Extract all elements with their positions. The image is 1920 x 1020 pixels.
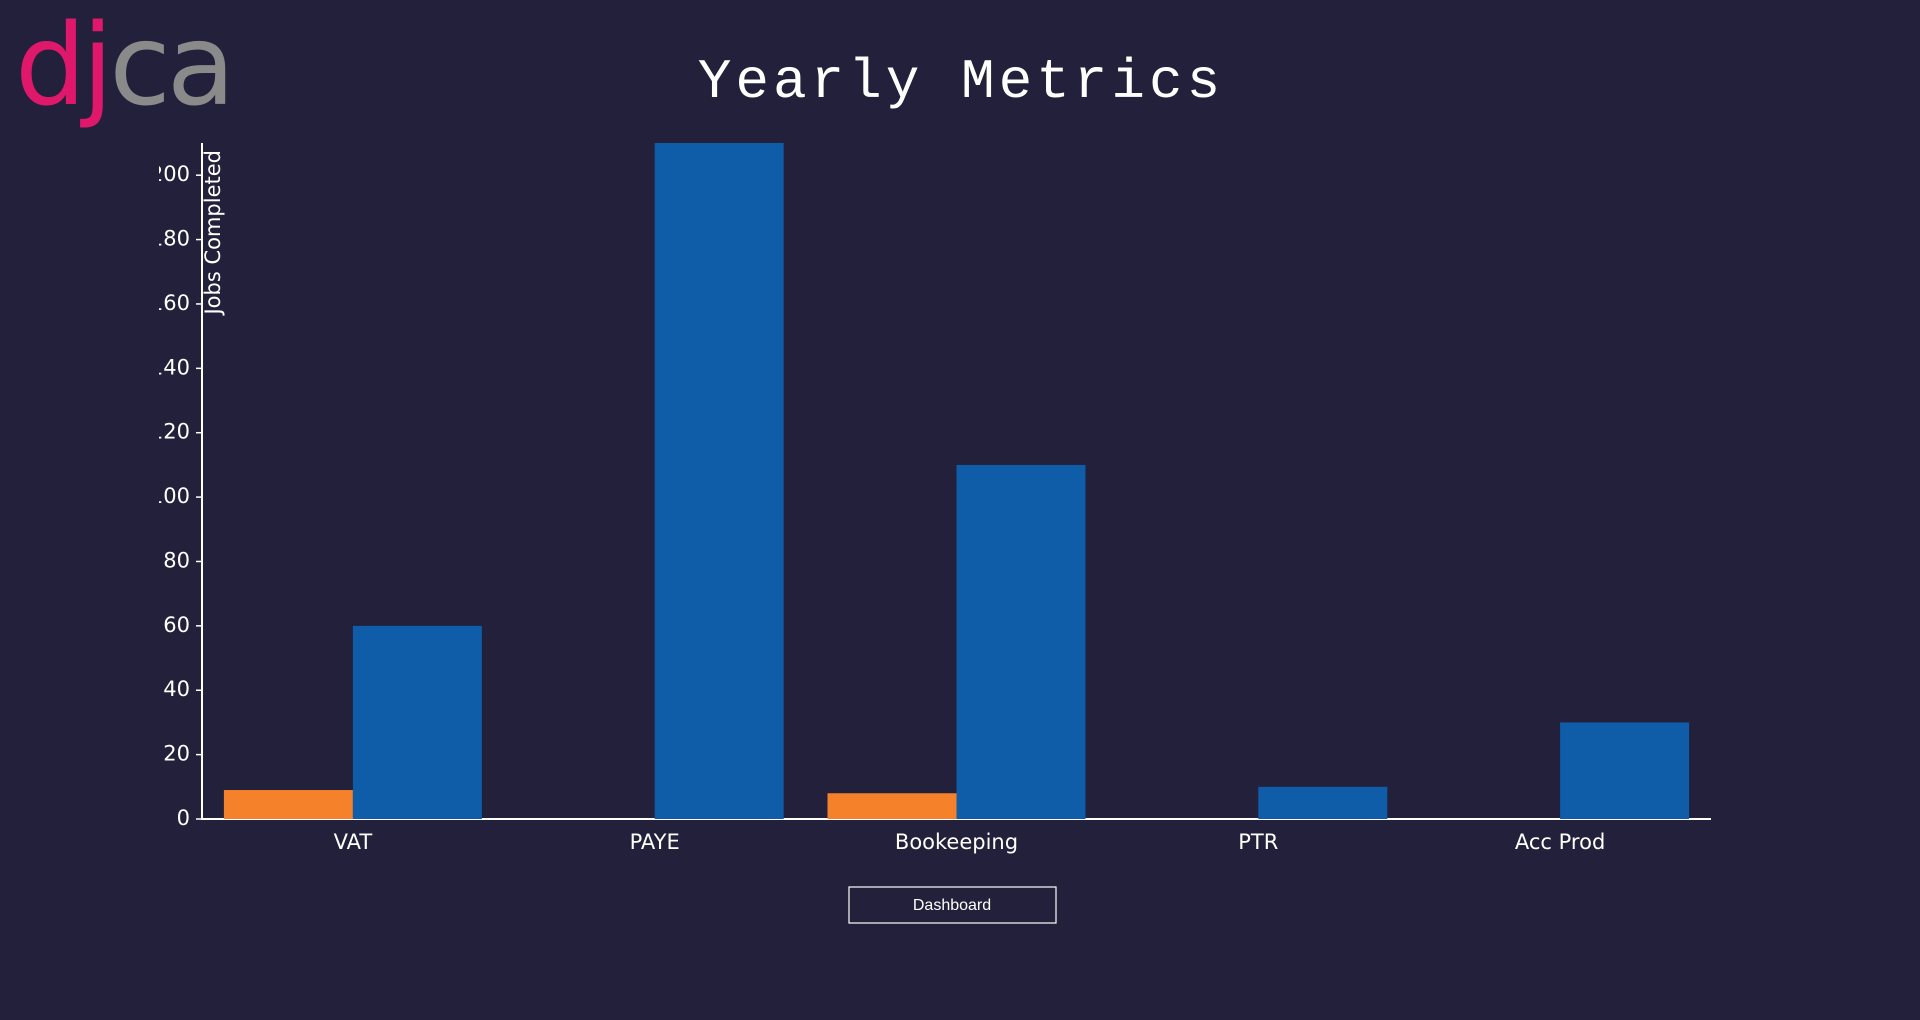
y-tick-labels: 0 20 40 60 80 100 120 140 160 180 200 [150, 162, 190, 830]
bar [223, 790, 353, 819]
y-tick-label: 60 [163, 613, 190, 637]
y-tick-label: 180 [150, 227, 190, 251]
bar [956, 464, 1086, 819]
y-tick-label: 0 [177, 806, 190, 830]
bar [1560, 722, 1690, 819]
bar [1258, 786, 1388, 819]
chart-title: Yearly Metrics [698, 50, 1224, 114]
bar [352, 625, 482, 819]
y-tick-label: 80 [163, 548, 190, 572]
x-tick-label: PTR [1238, 830, 1278, 854]
logo-part: dj [15, 1, 109, 131]
bar [654, 143, 784, 819]
y-tick-label: 40 [163, 677, 190, 701]
x-tick-label: Bookeeping [895, 830, 1018, 854]
logo-part: ca [109, 1, 231, 131]
bar [827, 793, 957, 819]
y-tick-label: 120 [150, 420, 190, 444]
dashboard-button[interactable]: Dashboard [848, 886, 1057, 924]
y-axis-label: Jobs Completed [201, 150, 225, 317]
button-border[interactable] [848, 886, 1057, 924]
y-tick-label: 200 [150, 162, 190, 186]
logo: djca [15, 1, 231, 131]
x-tick-label: Acc Prod [1515, 830, 1605, 854]
y-tick-label: 100 [150, 484, 190, 508]
x-tick-label: VAT [334, 830, 373, 854]
y-tick-label: 20 [163, 742, 190, 766]
button-label[interactable]: Dashboard [913, 897, 991, 914]
y-tick-label: 160 [150, 291, 190, 315]
y-tick-label: 140 [150, 355, 190, 379]
x-tick-label: PAYE [630, 830, 680, 854]
